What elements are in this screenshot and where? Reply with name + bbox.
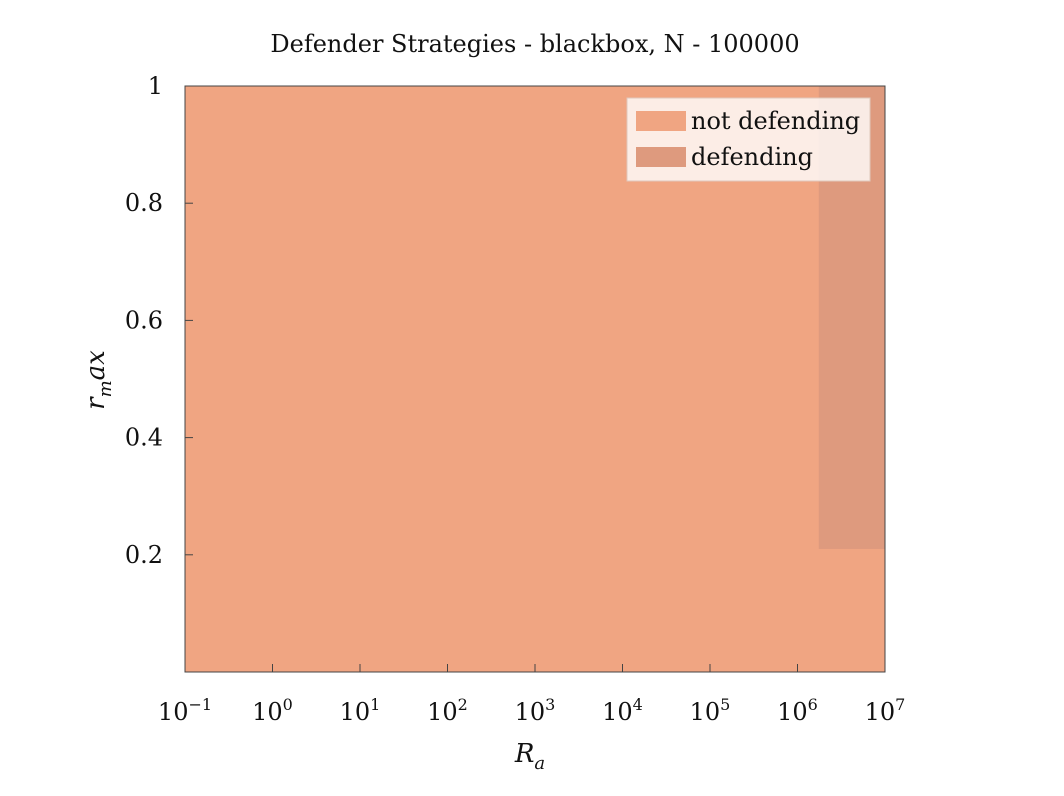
chart-title: Defender Strategies - blackbox, N - 1000… xyxy=(270,30,799,58)
y-tick-label: 0.6 xyxy=(125,306,163,334)
plot-area xyxy=(184,85,886,673)
y-tick-label: 0.4 xyxy=(125,424,163,452)
x-tick-label: 101 xyxy=(340,695,381,726)
x-tick-label: 103 xyxy=(515,695,556,726)
x-axis: 10−1 100 101 102 103 104 105 106 107 xyxy=(158,664,905,726)
y-tick-label: 1 xyxy=(148,72,163,100)
x-tick-label: 106 xyxy=(777,695,818,726)
x-tick-label: 107 xyxy=(865,695,906,726)
legend-label-defending: defending xyxy=(691,143,813,171)
x-tick-label: 102 xyxy=(427,695,468,726)
legend-swatch-defending xyxy=(636,147,686,167)
legend-box xyxy=(626,97,871,182)
y-axis-label: rmax xyxy=(81,350,116,410)
x-tick-label: 104 xyxy=(602,695,643,726)
x-axis-label: Ra xyxy=(514,739,545,774)
y-axis: 0.2 0.4 0.6 0.8 1 xyxy=(125,72,193,569)
x-tick-label: 105 xyxy=(690,695,731,726)
y-tick-label: 0.8 xyxy=(125,189,163,217)
region-not-defending xyxy=(185,86,885,672)
x-tick-label: 100 xyxy=(252,695,293,726)
legend-label-not-defending: not defending xyxy=(691,107,860,135)
legend: not defending defending xyxy=(626,97,871,182)
legend-swatch-not-defending xyxy=(636,111,686,131)
x-tick-label: 10−1 xyxy=(158,695,212,726)
y-tick-label: 0.2 xyxy=(125,541,163,569)
